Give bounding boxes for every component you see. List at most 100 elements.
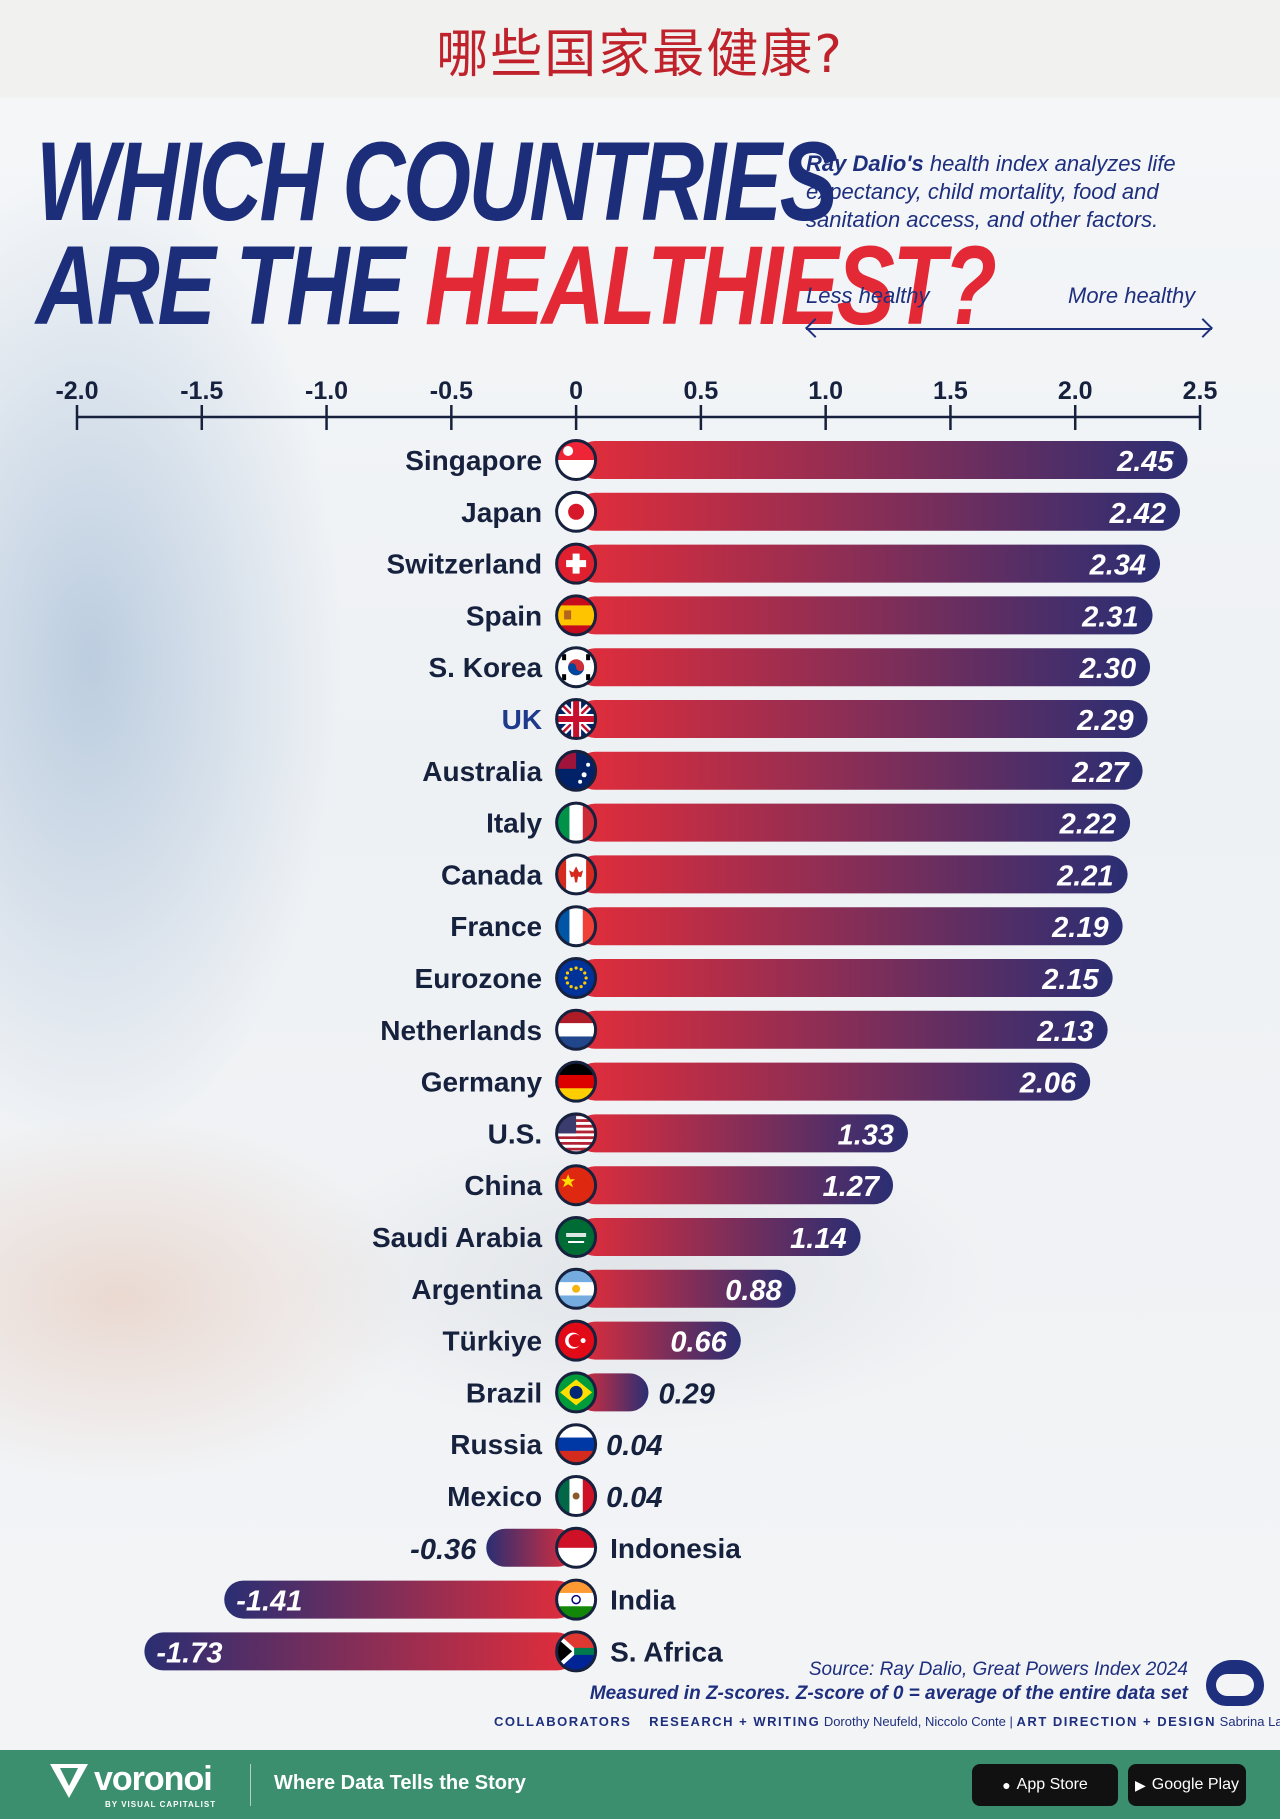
bar: [576, 1218, 861, 1256]
country-label: Germany: [421, 1067, 543, 1098]
value-label: 0.29: [658, 1378, 714, 1410]
google-play-label: Google Play: [1151, 1776, 1239, 1793]
spain-flag-icon: [555, 594, 598, 637]
top-banner: 哪些国家最健康?: [0, 0, 1280, 98]
country-label: Eurozone: [415, 963, 543, 994]
flags: [555, 439, 598, 1673]
brazil-flag-icon: [555, 1371, 598, 1414]
credits-separator: |: [1009, 1714, 1013, 1729]
less-healthy-label: Less healthy: [806, 283, 930, 308]
more-healthy-label: More healthy: [1068, 283, 1196, 308]
country-label: Saudi Arabia: [372, 1222, 543, 1253]
bar: [576, 544, 1161, 583]
bar: [576, 751, 1143, 790]
turkiye-flag-icon: [555, 1319, 598, 1362]
uk-flag-icon: [555, 698, 598, 740]
value-label: 0.04: [606, 1430, 662, 1462]
bar: [576, 959, 1113, 997]
value-label: 2.15: [1041, 964, 1099, 996]
russia-flag-icon: [555, 1423, 598, 1466]
source-line: Source: Ray Dalio, Great Powers Index 20…: [808, 1659, 1188, 1680]
brand-name: voronoi: [94, 1760, 213, 1798]
eurozone-flag-icon: [555, 957, 598, 999]
scale-arrow-line: [806, 328, 1212, 330]
country-label: S. Korea: [429, 652, 543, 683]
singapore-flag-icon: [555, 439, 598, 481]
france-flag-icon: [555, 905, 598, 948]
apple-icon: ●: [1002, 1777, 1011, 1793]
design-label: ART DIRECTION + DESIGN: [1016, 1714, 1217, 1729]
value-label: 2.31: [1081, 601, 1138, 633]
footer-divider: [250, 1764, 251, 1806]
value-label: 2.29: [1076, 705, 1133, 737]
country-label: Australia: [422, 756, 542, 787]
value-label: 2.45: [1116, 446, 1174, 478]
australia-flag-icon: [555, 749, 598, 792]
app-store-button[interactable]: ● App Store: [972, 1764, 1118, 1806]
netherlands-flag-icon: [555, 1008, 598, 1051]
value-label: -1.41: [236, 1586, 302, 1618]
x-tick-label: -2.0: [55, 377, 98, 405]
credits: COLLABORATORS RESEARCH + WRITING Dorothy…: [494, 1714, 1280, 1729]
indonesia-flag-icon: [555, 1526, 598, 1569]
value-label: 0.66: [670, 1327, 727, 1359]
country-label: Canada: [441, 859, 543, 890]
chart-subtitle: Ray Dalio's health index analyzes life e…: [806, 150, 1236, 234]
value-label: 0.04: [606, 1482, 662, 1514]
value-label: -1.73: [156, 1637, 222, 1669]
x-axis: -2.0 -1.5 -1.0 -0.5 0 0.5 1.0 1.5 2.0 2.5: [55, 377, 1217, 430]
value-label: 2.27: [1071, 757, 1130, 789]
x-tick-label: 0: [569, 377, 583, 405]
country-label: Netherlands: [380, 1015, 542, 1046]
bar: [486, 1528, 577, 1567]
south-korea-flag-icon: [555, 646, 598, 689]
value-label: 2.42: [1109, 498, 1166, 530]
value-label: -0.36: [410, 1534, 477, 1566]
x-tick-label: -1.5: [180, 377, 223, 405]
source-note: Source: Ray Dalio, Great Powers Index 20…: [590, 1658, 1188, 1706]
country-label: China: [464, 1170, 542, 1201]
bars: [144, 441, 1188, 1671]
chart-title: WHICH COUNTRIES ARE THE HEALTHIEST?: [36, 126, 997, 342]
value-label: 2.30: [1079, 653, 1136, 685]
x-tick-label: 0.5: [684, 377, 719, 405]
country-label: UK: [502, 704, 542, 735]
x-tick-label: 1.5: [933, 377, 968, 405]
country-label: Singapore: [405, 445, 542, 476]
title-line-1: WHICH COUNTRIES: [36, 119, 838, 244]
bar: [576, 596, 1153, 635]
country-label: India: [610, 1585, 676, 1616]
country-label: Spain: [466, 600, 542, 631]
google-play-button[interactable]: ▶ Google Play: [1128, 1764, 1246, 1806]
x-tick-label: -1.0: [305, 377, 348, 405]
x-tick-label: -0.5: [430, 377, 473, 405]
tagline: Where Data Tells the Story: [274, 1772, 526, 1794]
country-label: Türkiye: [443, 1326, 543, 1357]
south-africa-flag-icon: [555, 1630, 598, 1673]
germany-flag-icon: [555, 1060, 598, 1103]
japan-flag-icon: [555, 490, 598, 533]
bar: [576, 855, 1128, 894]
bar: [576, 1062, 1091, 1101]
bar-chart: -2.0 -1.5 -1.0 -0.5 0 0.5 1.0 1.5 2.0 2.5 Singapo…: [55, 377, 1217, 1673]
subtitle-rest: health index analyzes life expectancy, c…: [806, 151, 1176, 232]
value-label: 1.14: [790, 1223, 846, 1255]
research-label: RESEARCH + WRITING: [649, 1714, 821, 1729]
voronoi-v-icon: [50, 1764, 88, 1798]
country-label: Indonesia: [610, 1533, 741, 1564]
country-label: Russia: [450, 1429, 542, 1460]
bar: [576, 803, 1131, 842]
x-tick-label: 1.0: [808, 377, 843, 405]
value-label: 2.21: [1056, 860, 1113, 892]
country-label: France: [450, 911, 542, 942]
value-label: 2.13: [1036, 1016, 1093, 1048]
x-tick-label: 2.0: [1058, 377, 1093, 405]
china-flag-icon: [555, 1164, 598, 1207]
country-label: Italy: [486, 808, 542, 839]
canada-flag-icon: [555, 853, 598, 896]
bar: [576, 1010, 1108, 1049]
bar: [576, 1166, 894, 1205]
brand-sub: BY VISUAL CAPITALIST: [105, 1800, 217, 1809]
bar: [576, 1321, 741, 1360]
india-flag-icon: [555, 1578, 598, 1621]
